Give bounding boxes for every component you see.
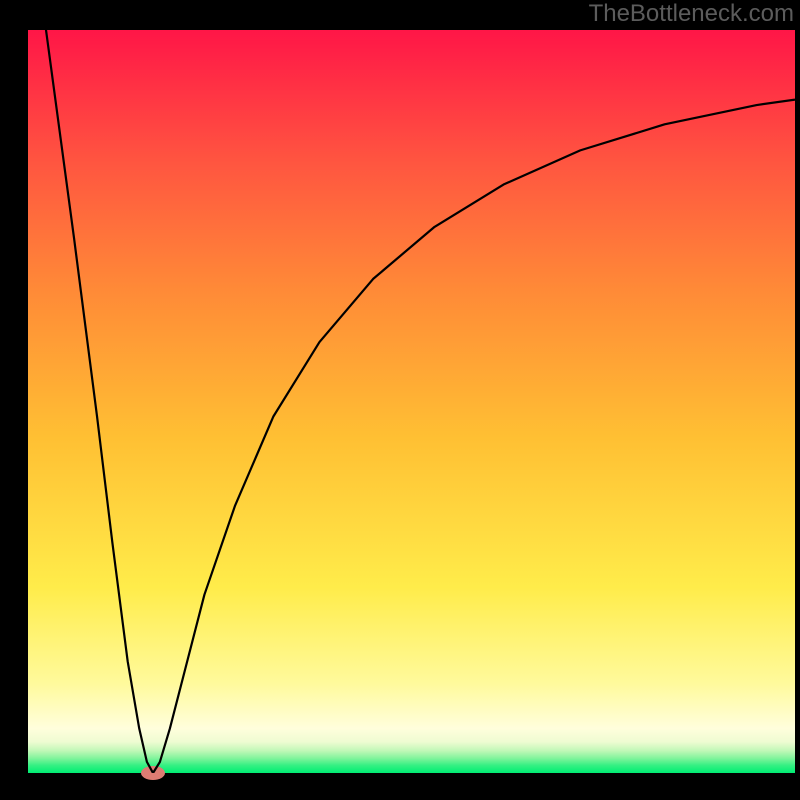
chart-plot-area (28, 30, 795, 773)
bottleneck-curve (28, 30, 795, 773)
watermark-text: TheBottleneck.com (589, 0, 794, 28)
